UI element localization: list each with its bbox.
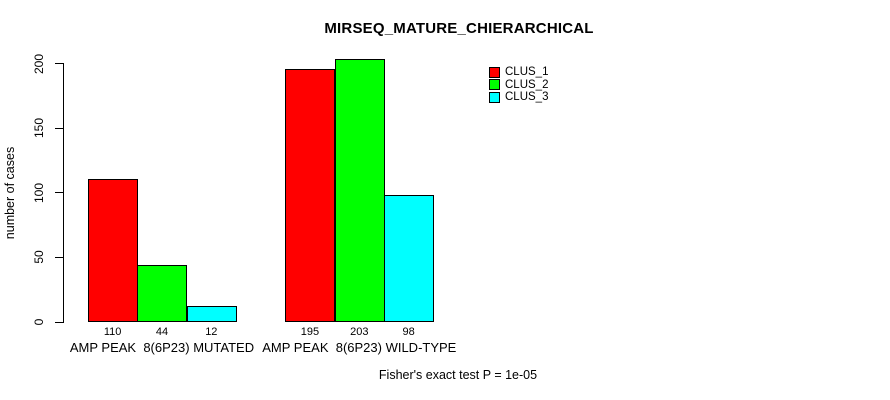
legend-item-clus_3: CLUS_3 xyxy=(489,91,548,103)
y-axis-line xyxy=(63,63,64,323)
bar-clus_1-group2 xyxy=(285,69,336,323)
bar-value-label: 110 xyxy=(103,326,122,338)
y-tick-mark xyxy=(55,192,63,194)
y-tick-mark xyxy=(55,256,63,258)
bar-clus_3-group1 xyxy=(186,305,237,323)
bar-value-label: 98 xyxy=(402,326,415,338)
legend-swatch-icon xyxy=(489,66,500,78)
legend-label: CLUS_1 xyxy=(505,66,549,78)
legend-item-clus_2: CLUS_2 xyxy=(489,79,548,91)
y-tick-mark xyxy=(55,321,63,323)
bar-clus_2-group2 xyxy=(334,59,385,323)
bar-value-label: 203 xyxy=(350,326,369,338)
legend-swatch-icon xyxy=(489,91,500,103)
legend-label: CLUS_2 xyxy=(505,78,549,91)
y-tick-label: 200 xyxy=(32,53,46,74)
legend-label: CLUS_3 xyxy=(505,91,549,103)
bar-value-label: 44 xyxy=(155,326,169,338)
legend-item-clus_1: CLUS_1 xyxy=(489,66,548,78)
category-label: AMP PEAK 8(6P23) MUTATED xyxy=(69,340,255,355)
category-label: AMP PEAK 8(6P23) WILD-TYPE xyxy=(262,340,457,355)
bar-value-label: 12 xyxy=(205,326,218,338)
bar-value-label: 195 xyxy=(300,326,320,338)
legend-swatch-icon xyxy=(489,79,500,90)
footnote: Fisher's exact test P = 1e-05 xyxy=(378,368,538,382)
chart-title: MIRSEQ_MATURE_CHIERARCHICAL xyxy=(324,20,594,37)
y-tick-mark xyxy=(55,63,63,64)
y-tick-label: 0 xyxy=(32,318,46,326)
y-tick-label: 50 xyxy=(32,250,46,265)
y-axis-label: number of cases xyxy=(3,146,17,240)
bar-clus_2-group1 xyxy=(137,264,188,323)
y-tick-label: 100 xyxy=(32,182,46,203)
bar-clus_1-group1 xyxy=(88,179,139,323)
bar-clus_3-group2 xyxy=(383,194,434,323)
y-tick-mark xyxy=(55,127,63,129)
y-tick-label: 150 xyxy=(32,118,46,139)
